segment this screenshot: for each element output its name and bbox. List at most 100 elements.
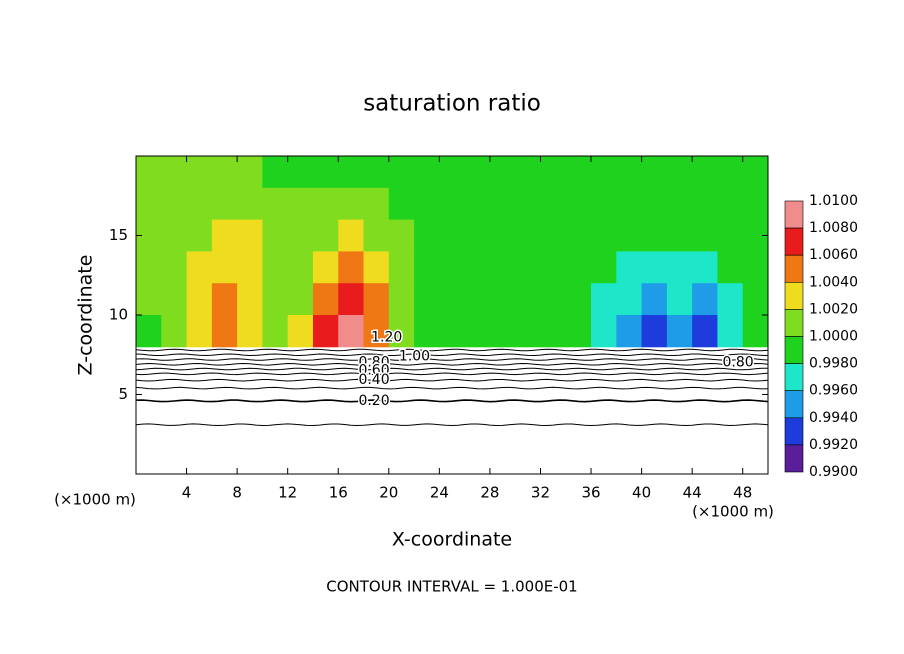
field-cell [338,315,365,348]
field-cell [666,251,693,284]
field-cell [717,219,744,252]
field-cell [717,251,744,284]
field-cell [742,315,769,348]
field-cell [262,283,289,316]
x-tick-label: 20 [379,484,398,502]
field-cell [414,251,440,284]
field-cell [692,251,718,284]
field-cell [616,315,643,348]
colorbar-swatch [784,363,804,392]
field-cell [591,219,617,252]
field-cell [414,283,440,316]
contour-line [135,353,769,357]
field-cell [262,156,289,189]
field-cell [565,156,592,189]
field-cell [565,187,592,221]
colorbar-label: 0.9920 [809,437,858,453]
field-cell [312,283,339,316]
colorbar-label: 1.0000 [809,329,858,345]
field-cell [161,219,188,252]
field-cell [616,251,643,284]
x-tick-label: 40 [632,484,651,502]
field-cell [136,315,162,348]
field-cell [338,156,365,189]
field-cell [388,219,415,252]
field-cell [464,251,491,284]
field-cell [565,315,592,348]
x-unit: (×1000 m) [692,503,774,521]
field-cell [363,187,390,221]
field-cell [439,251,466,284]
field-cell [186,251,213,284]
colorbar-label: 1.0100 [809,193,858,209]
field-cell [262,219,289,252]
x-axis-label: X-coordinate [392,529,512,551]
colorbar-swatch [784,336,804,364]
field-cell [616,156,643,189]
field-cell [692,187,718,221]
field-cell [287,219,314,252]
y-tick-label: 10 [109,306,128,324]
field-cell [136,156,162,189]
x-tick-label: 32 [531,484,550,502]
field-cell [388,315,415,348]
colorbar-swatch [784,390,804,419]
field-cell [237,156,263,189]
field-cell [717,283,744,316]
colorbar-label: 0.9960 [809,383,858,399]
field-cell [211,283,238,316]
field-cell [591,187,617,221]
colorbar-label: 1.0060 [809,247,858,263]
field-cell [161,251,188,284]
field-cell [262,251,289,284]
field-cell [388,251,415,284]
field-cell [464,219,491,252]
field-cell [363,251,390,284]
field-cell [312,187,339,221]
field-cell [540,251,567,284]
field-cell [464,315,491,348]
colorbar-label: 0.9900 [809,464,858,480]
field-cell [136,251,162,284]
contour-label: 1.20 [371,329,402,345]
field-cell [464,187,491,221]
field-cell [211,315,238,348]
field-cell [287,251,314,284]
field-cell [666,187,693,221]
field-cell [540,219,567,252]
field-cell [692,219,718,252]
field-cell [515,251,541,284]
contour-line [135,399,769,403]
colorbar-label: 1.0080 [809,220,858,236]
field-cell [515,156,541,189]
field-cell [211,187,238,221]
field-cell [464,283,491,316]
field-cell [717,156,744,189]
field-cell [414,187,440,221]
field-cell [388,283,415,316]
field-cell [338,219,365,252]
field-cell [540,187,567,221]
x-tick-label: 24 [430,484,449,502]
x-tick-label: 4 [182,484,192,502]
field-cell [312,219,339,252]
contour-line [135,386,769,390]
field-cell [312,156,339,189]
field-cell [363,315,390,348]
y-unit: (×1000 m) [54,491,136,509]
field-cell [489,315,516,348]
field-cell [565,219,592,252]
field-cell [237,315,263,348]
field-cell [591,283,617,316]
field-cell [666,156,693,189]
field-cell [692,315,718,348]
field-cell [439,187,466,221]
field-cell [186,283,213,316]
field-cell [287,283,314,316]
field-cell [742,187,769,221]
colorbar-swatch [784,444,804,473]
contour-label: 0.40 [358,372,389,388]
field-cell [363,156,390,189]
field-cell [262,187,289,221]
field-cell [742,156,769,189]
